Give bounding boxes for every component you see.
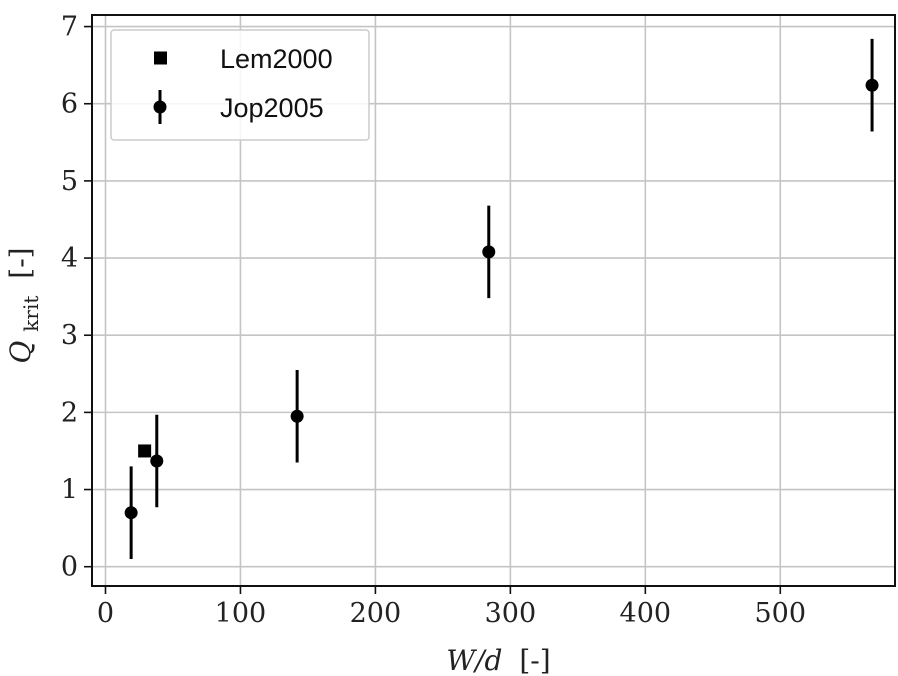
y-tick-label: 5 (61, 166, 78, 197)
x-tick-label: 200 (350, 598, 402, 629)
y-tick-label: 0 (61, 552, 78, 583)
y-axis-ticks: 0 1 2 3 4 5 6 7 (61, 12, 92, 583)
x-tick-label: 300 (485, 598, 537, 629)
y-axis-label-unit: [-] (4, 247, 37, 278)
y-axis-label: Q krit [-] (4, 247, 45, 363)
x-axis-label: W/d [-] (446, 644, 550, 676)
y-axis-label-var: Q (4, 341, 37, 364)
y-tick-label: 7 (61, 12, 78, 43)
grid (92, 15, 895, 586)
y-axis-label-sub: krit (19, 296, 43, 332)
x-tick-label: 0 (97, 598, 114, 629)
data-marks (124, 38, 879, 559)
data-point-circle (124, 506, 138, 520)
data-point-circle (482, 245, 496, 259)
plot-frame (91, 14, 896, 587)
y-tick-label: 3 (61, 320, 78, 351)
legend-label: Lem2000 (220, 44, 333, 74)
x-tick-label: 400 (620, 598, 672, 629)
data-point-circle (290, 409, 304, 423)
x-axis-label-var: W/d (446, 644, 502, 676)
legend-marker-circle (153, 100, 167, 114)
data-point-circle (865, 78, 879, 92)
x-axis-label-unit: [-] (519, 644, 550, 676)
y-tick-label: 6 (61, 89, 78, 120)
y-tick-label: 1 (61, 475, 78, 506)
legend-marker-square (154, 51, 167, 65)
data-point-square (138, 444, 152, 458)
x-tick-label: 100 (215, 598, 267, 629)
legend: Lem2000 Jop2005 (110, 29, 370, 141)
x-tick-label: 500 (755, 598, 807, 629)
y-tick-label: 2 (61, 397, 78, 428)
legend-label: Jop2005 (220, 93, 324, 123)
legend-box (110, 29, 370, 141)
data-point-circle (150, 454, 164, 468)
y-tick-label: 4 (61, 243, 78, 274)
x-axis-ticks: 0 100 200 300 400 500 (97, 586, 806, 629)
